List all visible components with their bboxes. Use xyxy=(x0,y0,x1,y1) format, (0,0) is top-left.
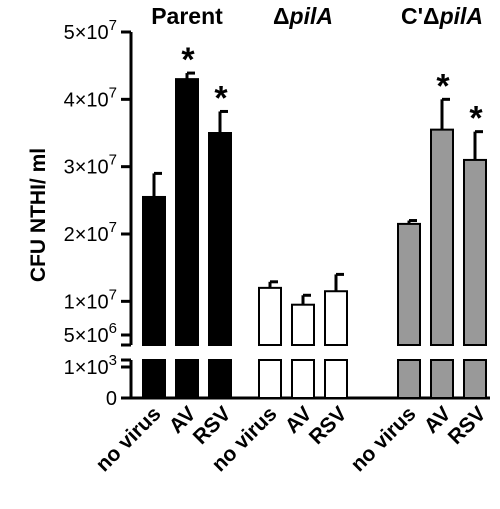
bar-lower-segment xyxy=(258,359,282,399)
bars xyxy=(142,71,487,399)
bar-lower-segment xyxy=(430,359,454,399)
bar-lower-segment xyxy=(175,359,199,399)
bar-group xyxy=(397,97,487,399)
bar-group xyxy=(258,272,348,399)
y-tick-label: 1×107 xyxy=(64,286,117,313)
y-tick-label: 5×107 xyxy=(64,17,117,44)
significance-marker: * xyxy=(436,67,450,105)
bar-lower-segment xyxy=(291,359,315,399)
y-ticks: 5×106 1×107 2×107 3×107 4×107 5×107 1×103 0 xyxy=(64,17,131,410)
bar xyxy=(430,128,454,346)
significance-marker: * xyxy=(469,100,483,138)
y-tick-label: 2×107 xyxy=(64,219,117,246)
bar xyxy=(258,286,282,347)
y-tick-label: 0 xyxy=(106,388,117,410)
bar xyxy=(291,303,315,347)
bar-lower-segment xyxy=(463,359,487,399)
bar-lower-segment xyxy=(142,359,166,399)
bar xyxy=(463,158,487,346)
bar xyxy=(142,195,166,346)
bar xyxy=(397,222,421,346)
bar-group xyxy=(142,71,232,399)
group-label: Parent xyxy=(151,3,223,29)
category-label: no virus xyxy=(92,402,166,476)
y-tick-label: 1×103 xyxy=(64,352,117,379)
bar-lower-segment xyxy=(397,359,421,399)
group-label: C'ΔpilA xyxy=(401,3,483,29)
bar-lower-segment xyxy=(324,359,348,399)
significance-marker: * xyxy=(181,41,195,79)
bar xyxy=(208,132,232,346)
bar xyxy=(324,290,348,347)
y-tick-label: 5×106 xyxy=(64,320,117,347)
category-label: no virus xyxy=(347,402,421,476)
y-axis-label: CFU NTHI/ ml xyxy=(27,148,50,282)
bar-lower-segment xyxy=(208,359,232,399)
significance-marker: * xyxy=(214,79,228,117)
bar xyxy=(175,78,199,346)
group-label: ΔpilA xyxy=(273,3,333,29)
category-label: RSV xyxy=(444,402,491,449)
category-label: RSV xyxy=(305,402,352,449)
y-tick-label: 4×107 xyxy=(64,84,117,111)
y-tick-label: 3×107 xyxy=(64,152,117,179)
